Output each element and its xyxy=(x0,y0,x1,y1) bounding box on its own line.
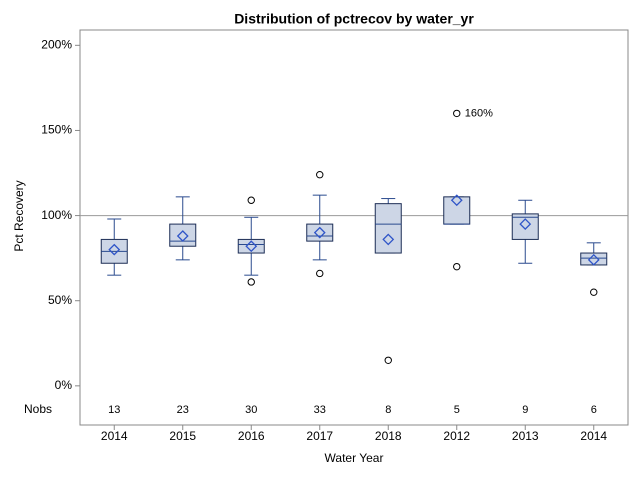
nobs-value: 9 xyxy=(522,404,528,416)
outlier xyxy=(590,288,598,296)
box xyxy=(511,213,539,240)
x-tick-label: 2018 xyxy=(375,429,402,443)
mean-marker xyxy=(245,240,258,253)
plot-frame xyxy=(79,29,629,426)
y-tick-label: 0% xyxy=(55,378,73,392)
nobs-value: 33 xyxy=(314,404,326,416)
x-tick-label: 2016 xyxy=(238,429,265,443)
mean-marker xyxy=(313,226,326,239)
mean-marker xyxy=(108,243,121,256)
mean-marker xyxy=(450,194,463,207)
y-tick-label: 100% xyxy=(41,208,72,222)
mean-marker xyxy=(519,218,532,231)
x-tick-label: 2017 xyxy=(306,429,333,443)
x-tick-label: 2012 xyxy=(443,429,470,443)
mean-marker xyxy=(382,233,395,246)
outlier xyxy=(247,196,255,204)
x-tick-label: 2014 xyxy=(580,429,607,443)
nobs-label: Nobs xyxy=(24,402,52,416)
outlier xyxy=(316,269,324,278)
outlier xyxy=(453,262,461,271)
outlier xyxy=(247,278,255,286)
nobs-value: 6 xyxy=(591,404,597,416)
nobs-value: 5 xyxy=(454,404,460,416)
x-axis-label: Water Year xyxy=(325,451,384,465)
x-tick-label: 2015 xyxy=(169,429,196,443)
y-tick-label: 150% xyxy=(41,123,72,137)
nobs-value: 13 xyxy=(108,404,120,416)
box xyxy=(306,223,334,242)
outlier xyxy=(384,356,392,365)
box xyxy=(237,238,265,254)
mean-marker xyxy=(176,230,189,242)
outlier xyxy=(316,171,324,179)
x-tick-label: 2013 xyxy=(512,429,539,443)
box xyxy=(169,223,197,247)
y-tick-label: 200% xyxy=(41,37,72,51)
nobs-value: 30 xyxy=(245,404,257,416)
y-tick-label: 50% xyxy=(48,293,72,307)
mean-marker xyxy=(587,253,600,266)
box xyxy=(374,203,402,254)
nobs-value: 8 xyxy=(385,404,391,416)
box xyxy=(443,196,471,225)
outlier-annotation: 160% xyxy=(465,107,493,119)
chart-title: Distribution of pctrecov by water_yr xyxy=(234,11,474,27)
x-tick-label: 2014 xyxy=(101,429,128,443)
y-axis-label: Pct Recovery xyxy=(12,180,26,251)
outlier xyxy=(453,109,461,118)
nobs-value: 23 xyxy=(177,404,189,416)
